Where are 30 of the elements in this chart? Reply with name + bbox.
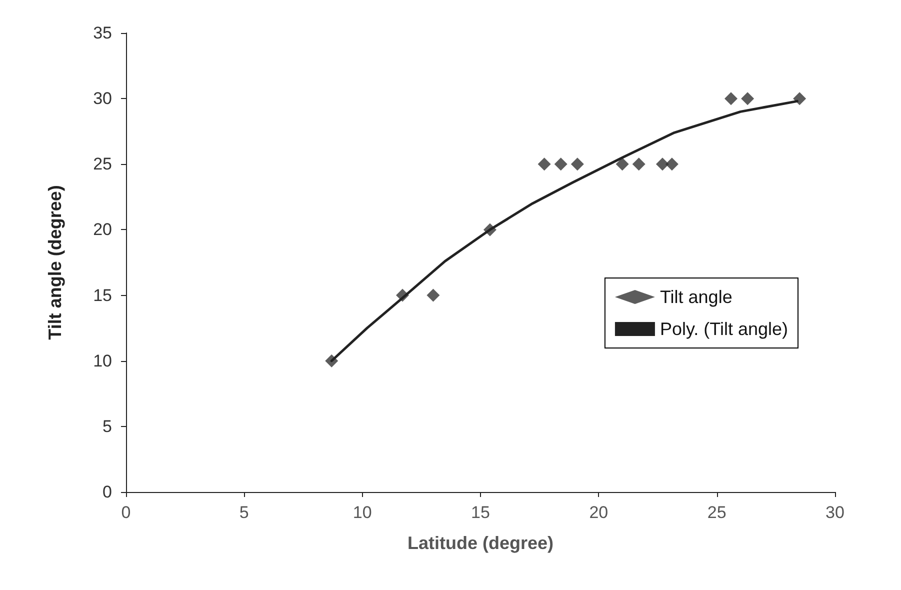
x-tick-label: 20 [589,503,608,522]
x-tick-label: 30 [826,503,844,522]
x-tick-label: 25 [707,503,726,522]
y-tick-label: 20 [93,220,112,240]
point [570,158,584,171]
legend-label: Poly. (Tilt angle) [660,319,788,339]
point [538,158,551,171]
point [741,92,754,106]
y-tick-label: 25 [93,154,112,174]
legend-label: Tilt angle [660,287,732,307]
point [793,92,806,106]
point [724,92,738,106]
x-tick-label: 5 [239,503,249,522]
y-tick-label: 30 [93,89,112,108]
x-tick-label: 10 [352,503,372,522]
point [656,158,669,171]
y-axis-title: Tilt angle (degree) [45,185,65,340]
y-tick-label: 5 [102,416,112,436]
point [632,158,646,171]
point [665,158,678,171]
point [554,158,568,171]
point [426,288,440,302]
x-axis-title: Latitude (degree) [407,533,554,553]
y-tick-label: 35 [93,24,112,42]
y-tick-label: 15 [93,286,112,305]
y-tick-label: 10 [93,351,112,370]
x-tick-label: 15 [471,503,490,522]
x-tick-label: 0 [121,503,131,522]
point [616,158,629,171]
y-tick-label: 0 [102,482,112,502]
